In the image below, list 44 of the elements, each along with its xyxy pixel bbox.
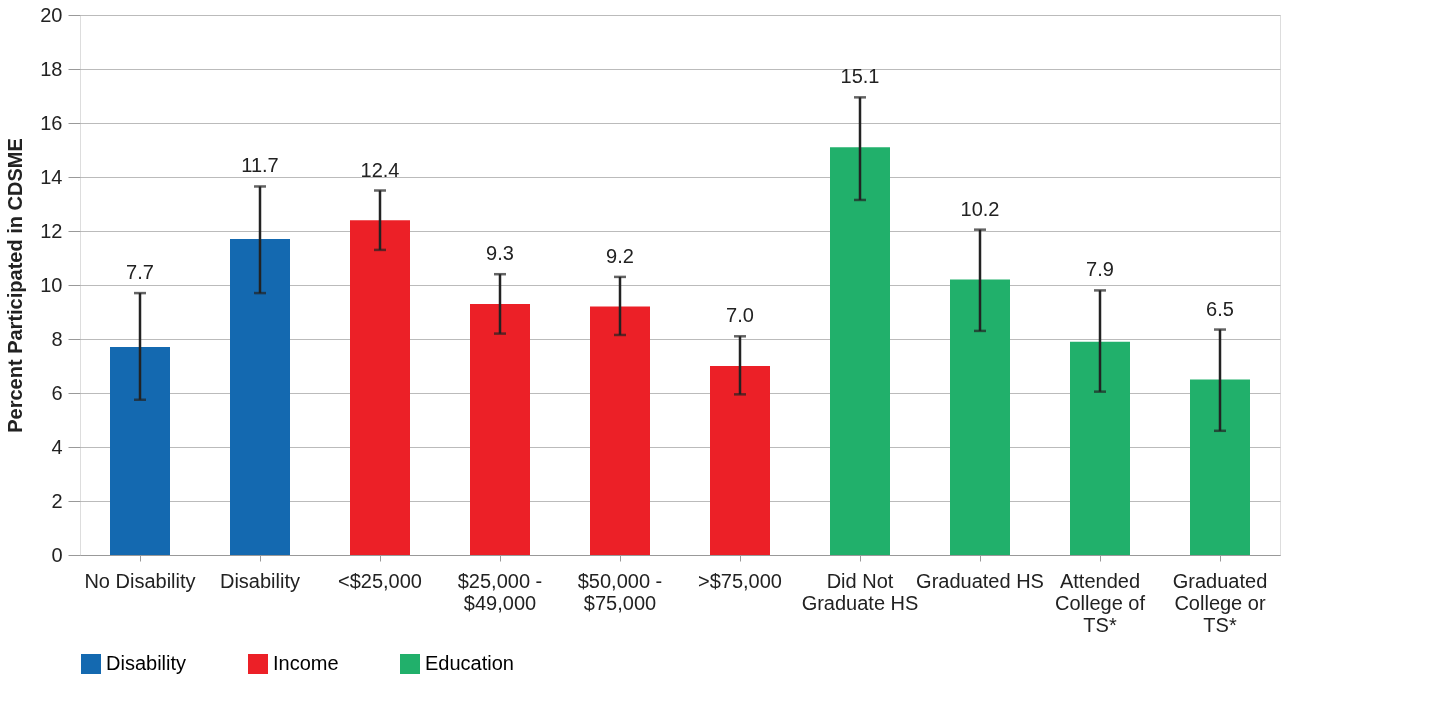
y-tick-label: 2 bbox=[51, 489, 63, 512]
data-label: 15.1 bbox=[840, 65, 880, 88]
data-label: 9.2 bbox=[606, 244, 634, 267]
data-label: 7.7 bbox=[126, 261, 154, 284]
data-label: 6.5 bbox=[1206, 297, 1234, 320]
y-tick-label: 12 bbox=[40, 219, 63, 242]
x-tick-label: Attended College of TS* bbox=[1054, 569, 1146, 636]
x-tick-label: Graduated College or TS* bbox=[1172, 569, 1268, 636]
y-tick-label: 16 bbox=[40, 111, 63, 134]
data-label: 12.4 bbox=[360, 158, 400, 181]
y-tick-label: 10 bbox=[40, 273, 63, 296]
bar bbox=[950, 279, 1010, 555]
data-label: 9.3 bbox=[486, 242, 514, 265]
bar bbox=[830, 147, 890, 555]
y-tick-label: 14 bbox=[40, 165, 63, 188]
data-label: 10.2 bbox=[960, 197, 1000, 220]
x-tick-label: $25,000 - $49,000 bbox=[457, 569, 543, 614]
x-tick-label: Disability bbox=[219, 569, 301, 592]
legend-label: Income bbox=[273, 652, 339, 674]
bar bbox=[1190, 379, 1250, 555]
data-label: 7.9 bbox=[1086, 258, 1114, 281]
x-tick-label: >$75,000 bbox=[698, 569, 782, 592]
y-tick-label: 4 bbox=[51, 435, 63, 458]
legend-label: Disability bbox=[106, 652, 187, 674]
y-tick-label: 18 bbox=[40, 57, 63, 80]
bar bbox=[470, 303, 530, 555]
y-tick-label: 6 bbox=[51, 381, 63, 404]
y-tick-label: 20 bbox=[40, 3, 63, 26]
x-tick-label: $50,000 - $75,000 bbox=[577, 569, 663, 614]
legend-label: Education bbox=[425, 652, 514, 674]
y-axis-title: Percent Participated in CDSME bbox=[4, 138, 27, 433]
y-tick-label: 8 bbox=[51, 327, 63, 350]
bar bbox=[710, 366, 770, 555]
x-tick-label: Graduated HS bbox=[916, 569, 1044, 592]
y-tick-label: 0 bbox=[51, 543, 63, 566]
x-tick-label: No Disability bbox=[84, 569, 196, 592]
bar bbox=[230, 239, 290, 555]
x-tick-label: <$25,000 bbox=[338, 569, 422, 592]
bar bbox=[1070, 341, 1130, 555]
bar bbox=[110, 347, 170, 555]
data-label: 11.7 bbox=[241, 154, 279, 177]
bar bbox=[590, 306, 650, 555]
bar bbox=[350, 220, 410, 555]
data-label: 7.0 bbox=[726, 304, 754, 327]
